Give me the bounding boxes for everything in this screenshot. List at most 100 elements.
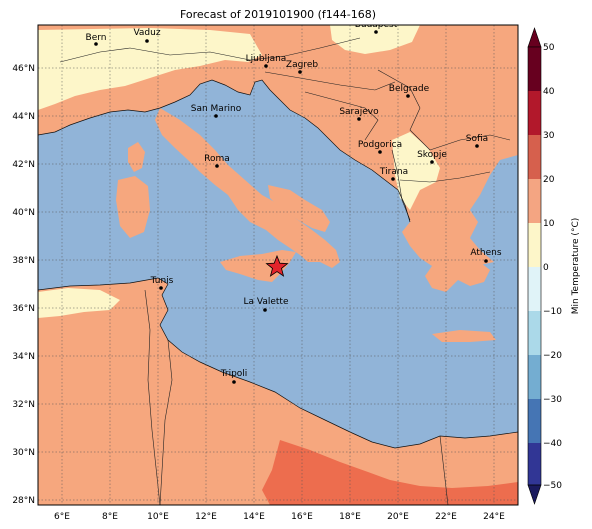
city-tripoli: Tripoli	[220, 369, 248, 384]
city-skopje: Skopje	[417, 150, 447, 164]
colorbar-seg-4	[528, 223, 541, 267]
city-label-zagreb: Zagreb	[286, 60, 318, 70]
border-austria-hungary	[249, 37, 361, 61]
city-podgorica: Podgorica	[358, 140, 402, 154]
city-label-bern: Bern	[86, 33, 107, 43]
colorbar-seg-7	[528, 355, 541, 399]
colorbar-seg-6	[528, 311, 541, 355]
lon-tick-12e: 12°E	[195, 512, 217, 522]
border-swiss-austria	[59, 47, 251, 63]
colorbar-tick-0: 0	[543, 263, 549, 273]
lat-tick-30n: 30°N	[12, 448, 35, 458]
city-markers: Bern Vaduz Budapest Ljubljana Zagreb Bel…	[86, 20, 502, 384]
colorbar-tick-40: 40	[543, 87, 555, 97]
city-label-roma: Roma	[204, 154, 230, 164]
lon-tick-10e: 10°E	[147, 512, 169, 522]
border-libya-egypt	[439, 435, 449, 505]
lat-tick-36n: 36°N	[12, 304, 35, 314]
lon-ticks: 6°E 8°E 10°E 12°E 14°E 16°E 18°E 20°E 22…	[54, 512, 505, 522]
colorbar-tick-20: 20	[543, 175, 555, 185]
city-label-budapest: Budapest	[355, 20, 398, 30]
cool-zone-alps	[38, 28, 262, 110]
city-san-marino: San Marino	[191, 104, 242, 118]
land-italy	[155, 108, 340, 268]
lon-tick-14e: 14°E	[243, 512, 265, 522]
lon-tick-22e: 22°E	[435, 512, 457, 522]
city-label-belgrade: Belgrade	[389, 84, 430, 94]
border-albania	[391, 149, 411, 221]
city-la-valette: La Valette	[244, 297, 289, 312]
lat-tick-42n: 42°N	[12, 160, 35, 170]
colorbar-seg-1	[528, 91, 541, 135]
lat-tick-46n: 46°N	[12, 64, 35, 74]
hot-zone-sahara	[262, 440, 518, 505]
city-label-san-marino: San Marino	[191, 104, 242, 114]
graticule	[38, 25, 518, 505]
cool-zone-balkans	[392, 132, 440, 210]
city-label-sofia: Sofia	[466, 134, 488, 144]
colorbar-label: Min Temperature (°C)	[571, 218, 581, 315]
lat-tick-44n: 44°N	[12, 112, 35, 122]
city-bern: Bern	[86, 33, 107, 46]
cool-zone-tunisia-atlas	[38, 288, 120, 318]
border-tunisia-libya	[159, 339, 173, 505]
colorbar-tick-10: 10	[543, 219, 555, 229]
city-label-vaduz: Vaduz	[133, 28, 160, 38]
colorbar-tick-50: 50	[543, 43, 555, 53]
lat-tick-34n: 34°N	[12, 352, 35, 362]
colorbar-tick-minus10: −10	[543, 307, 562, 317]
city-label-tunis: Tunis	[150, 276, 174, 286]
country-borders	[59, 37, 511, 505]
lat-tick-32n: 32°N	[12, 400, 35, 410]
city-tirana: Tirana	[379, 167, 408, 181]
city-vaduz: Vaduz	[133, 28, 161, 43]
map-frame	[37, 24, 519, 506]
map-title: Forecast of 2019101900 (f144-168)	[179, 8, 377, 21]
lon-tick-8e: 8°E	[102, 512, 118, 522]
border-algeria-tunisia	[144, 289, 161, 505]
event-star-icon	[265, 254, 289, 277]
city-zagreb: Zagreb	[286, 60, 318, 74]
colorbar-seg-8	[528, 399, 541, 443]
city-label-tirana: Tirana	[379, 167, 408, 177]
map-area: Bern Vaduz Budapest Ljubljana Zagreb Bel…	[38, 20, 518, 505]
colorbar-frame	[527, 46, 542, 486]
colorbar-top-arrow	[527, 27, 542, 48]
border-macedonia-greece	[399, 171, 491, 183]
land-north-africa	[38, 278, 518, 505]
city-tunis: Tunis	[150, 276, 174, 290]
lon-tick-6e: 6°E	[54, 512, 70, 522]
city-label-sarajevo: Sarajevo	[339, 107, 379, 117]
colorbar-seg-2	[528, 135, 541, 179]
border-bosnia	[304, 91, 379, 141]
city-sarajevo: Sarajevo	[339, 107, 379, 121]
colorbar-tick-minus40: −40	[543, 439, 562, 449]
city-label-tripoli: Tripoli	[220, 369, 248, 379]
coast-north	[38, 79, 411, 223]
lon-tick-20e: 20°E	[387, 512, 409, 522]
colorbar-seg-5	[528, 267, 541, 311]
city-label-la-valette: La Valette	[244, 297, 289, 307]
border-bulgaria	[429, 134, 511, 151]
border-serbia	[377, 69, 431, 151]
border-croatia	[264, 71, 396, 91]
city-roma: Roma	[204, 154, 230, 168]
colorbar-tick-minus50: −50	[543, 481, 562, 491]
colorbar-seg-9	[528, 443, 541, 485]
lat-tick-28n: 28°N	[12, 496, 35, 506]
city-label-skopje: Skopje	[417, 150, 447, 160]
land-corsica	[128, 142, 145, 172]
land-apulia	[268, 185, 330, 232]
colorbar-bottom-arrow	[527, 484, 542, 505]
city-sofia: Sofia	[466, 134, 488, 148]
city-label-ljubljana: Ljubljana	[246, 54, 287, 64]
lat-tick-38n: 38°N	[12, 256, 35, 266]
city-label-athens: Athens	[470, 248, 501, 258]
city-label-podgorica: Podgorica	[358, 140, 402, 150]
colorbar: 50 40 30 20 10 0 −10 −20 −30 −40 −50 Min…	[527, 27, 581, 505]
cool-zone-hungary	[330, 25, 420, 54]
lat-tick-40n: 40°N	[12, 208, 35, 218]
land-crete	[432, 330, 496, 342]
city-ljubljana: Ljubljana	[246, 54, 287, 68]
lon-tick-24e: 24°E	[483, 512, 505, 522]
